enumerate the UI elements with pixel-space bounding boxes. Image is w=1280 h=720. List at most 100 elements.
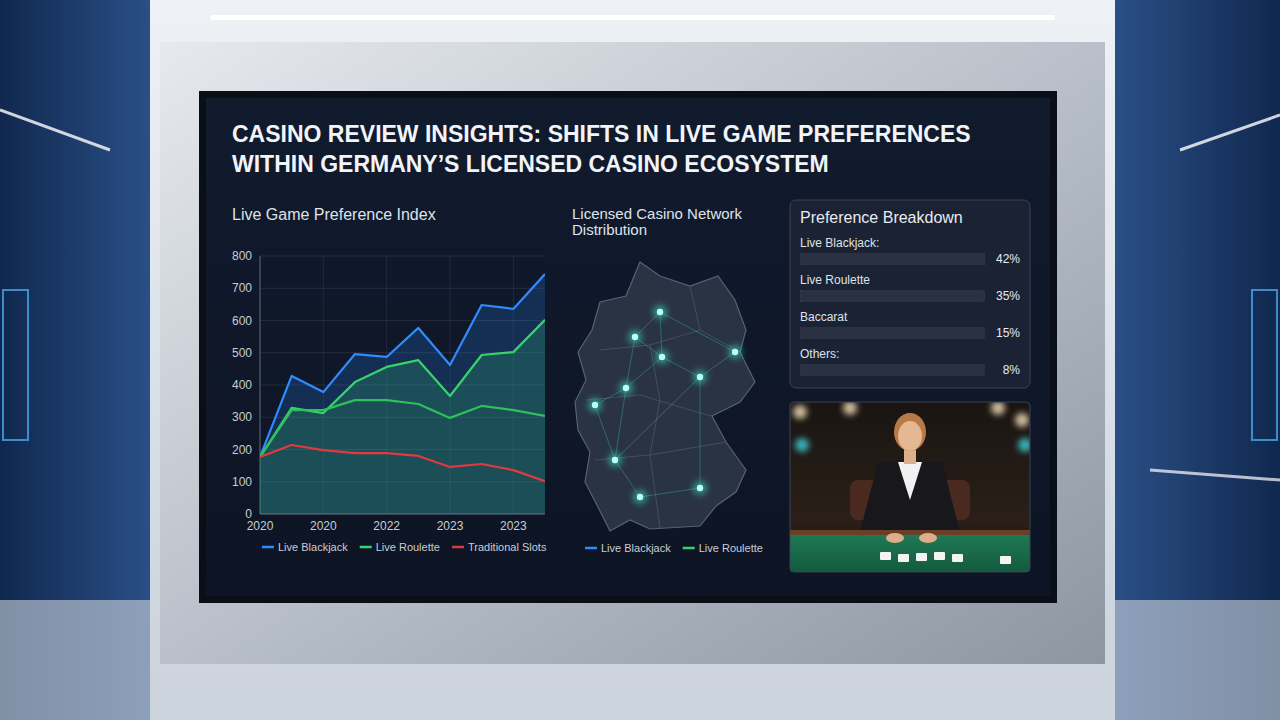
text-line: Distribution [572,221,647,238]
dealer-hand [919,533,937,543]
x-tick-label: 2023 [437,519,464,533]
data-label: 42% [996,252,1020,266]
panel-box [790,200,1030,388]
map-node [659,354,665,360]
bokeh-light [991,402,1005,415]
map-link [626,357,662,388]
map-outline [575,262,755,531]
map-node-glow [608,453,622,467]
series-line [260,274,545,457]
dealer-shirt [898,462,922,500]
light-strip [1180,115,1280,150]
display-frame [160,42,1105,664]
playing-card [898,554,909,562]
dealer-face [898,421,922,451]
category-label: Others: [800,347,839,361]
map-node-glow [693,481,707,495]
plot-data [260,274,545,514]
chart-title: Preference Breakdown [800,209,963,226]
y-tick-label: 600 [232,314,252,328]
playing-card [916,553,927,561]
map-node [697,374,703,380]
line-chart: Live Game Preference Index01002003004005… [232,206,547,553]
legend-swatch [262,546,274,549]
map-border [690,286,700,330]
map-title: Licensed Casino NetworkDistribution [572,205,743,238]
dealer-photo [790,402,1030,572]
text-line: CASINO REVIEW INSIGHTS: SHIFTS IN LIVE G… [232,121,971,147]
map-link [660,312,735,352]
legend-label: Live Blackjack [601,542,671,554]
display-bezel [199,91,1057,603]
side-screen [3,290,28,440]
map-node [637,494,643,500]
playing-card [1000,556,1011,564]
legend-swatch [683,547,695,550]
text-line: WITHIN GERMANY’S LICENSED CASINO ECOSYST… [232,151,829,177]
y-tick-label: 800 [232,249,252,263]
legend-swatch [360,546,372,549]
dealer-hand [886,533,904,543]
room-wall [0,0,1280,720]
map-node-glow [728,345,742,359]
map-link [700,377,701,488]
main-title: CASINO REVIEW INSIGHTS: SHIFTS IN LIVE G… [232,121,971,177]
y-tick-label: 200 [232,443,252,457]
bokeh-light [1018,438,1030,452]
bar-track [800,364,985,376]
card-table [790,534,1030,572]
map-node [657,309,663,315]
map-panel: Licensed Casino NetworkDistribution Live … [572,205,763,554]
map-node-glow [653,305,667,319]
series-line [260,400,545,457]
legend-label: Live Roulette [376,541,440,553]
map-node [623,385,629,391]
x-tick-label: 2020 [247,519,274,533]
photo-bg [790,402,1030,572]
dealer-hair [894,413,926,451]
y-tick-label: 500 [232,346,252,360]
y-tick-label: 700 [232,281,252,295]
x-tick-label: 2022 [373,519,400,533]
category-label: Live Roulette [800,273,870,287]
data-label: 8% [1003,363,1021,377]
map-link [640,488,700,497]
photo-border [790,402,1030,572]
legend-swatch [585,547,597,550]
legend-label: Live Roulette [699,542,763,554]
bokeh-light [843,402,857,415]
bar [800,253,985,265]
bokeh-light [1015,413,1029,427]
map-node-glow [633,490,647,504]
playing-card [880,552,891,560]
data-label: 35% [996,289,1020,303]
bar-track [800,290,985,302]
map-border [650,345,660,528]
grid [260,256,545,514]
category-label: Baccarat [800,310,848,324]
map-link [615,377,700,460]
data-label: 15% [996,326,1020,340]
grid-line [260,256,545,257]
bokeh-light [793,405,807,419]
map-border [586,395,712,416]
map-link [615,388,626,460]
legend-swatch [452,546,464,549]
legend-label: Live Blackjack [278,541,348,553]
dealer-suit [858,462,962,540]
y-tick-label: 400 [232,378,252,392]
text-line: Licensed Casino Network [572,205,743,222]
map-node-glow [628,330,642,344]
map-node [592,402,598,408]
chart-title: Live Game Preference Index [232,206,436,223]
bars [800,253,985,376]
light-strip [1150,470,1280,480]
map-node-glow [619,381,633,395]
map-link [626,337,635,388]
bokeh-light [795,438,809,452]
map-border [600,330,740,352]
category-label: Live Blackjack: [800,236,879,250]
x-tick-label: 2020 [310,519,337,533]
map-node [732,349,738,355]
legend-label: Traditional Slots [468,541,547,553]
